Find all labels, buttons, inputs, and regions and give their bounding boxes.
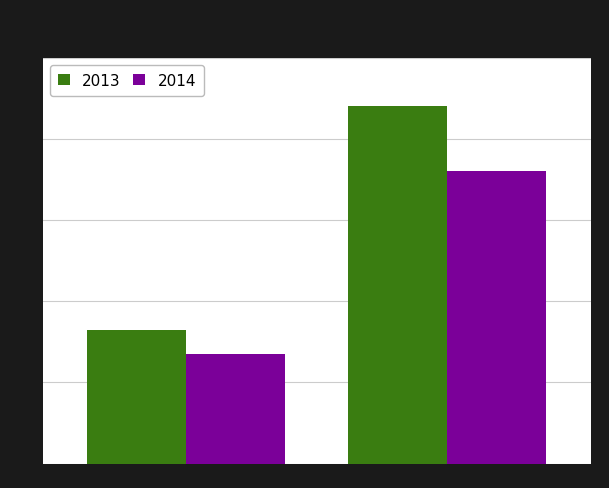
Bar	[348, 107, 447, 464]
Bar	[87, 330, 186, 464]
Bar	[447, 172, 546, 464]
Bar	[186, 354, 286, 464]
Legend: 2013, 2014: 2013, 2014	[51, 66, 204, 97]
